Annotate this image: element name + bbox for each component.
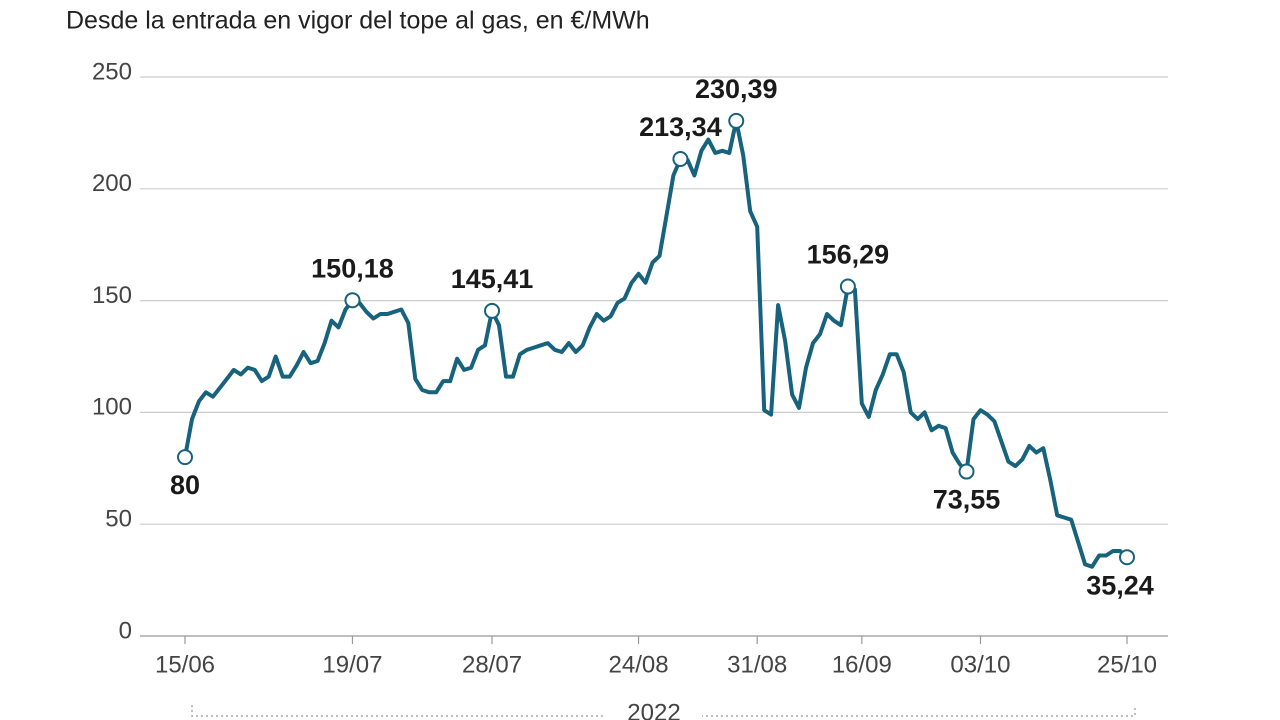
year-label: 2022 [627,699,680,720]
y-tick-label: 250 [92,58,132,85]
x-tick-label: 31/08 [727,651,787,678]
x-tick-label: 19/07 [322,651,382,678]
y-tick-label: 150 [92,282,132,309]
y-tick-label: 50 [105,506,132,533]
value-label: 145,41 [451,264,534,294]
point-marker [1119,549,1135,566]
axes: 0 50 100 150 200 250 15/06 19/07 28/07 24/08 31/08… [92,58,1157,678]
y-tick-label: 100 [92,394,132,421]
year-bracket [191,705,1136,717]
plot: 80 150,18 145,41 213,34 230,39 156,29 73,55 35,… [170,74,1154,600]
x-tick-label: 28/07 [462,651,522,678]
x-tick-label: 25/10 [1097,651,1157,678]
point-marker [728,112,745,129]
y-tick-label: 0 [119,617,132,644]
value-label: 73,55 [933,485,1001,515]
point-marker [177,449,193,466]
x-tick-label: 03/10 [950,651,1010,678]
x-tick-label: 16/09 [832,651,892,678]
x-tick-label: 24/08 [609,651,669,678]
point-marker [344,292,361,309]
point-marker [839,278,856,295]
value-label: 213,34 [639,112,722,142]
year-label-bg [606,700,702,720]
value-label: 35,24 [1086,570,1154,600]
y-tick-label: 200 [92,170,132,197]
point-marker [672,150,689,167]
value-label: 150,18 [311,253,394,283]
value-label: 156,29 [807,240,890,270]
line [183,118,1129,569]
point-marker [484,302,501,319]
point-marker [958,463,975,480]
value-label: 80 [170,470,200,500]
grid [140,76,1168,637]
chart-title: Desde la entrada en vigor del tope al ga… [66,7,650,35]
x-tick-label: 15/06 [155,651,215,678]
value-label: 230,39 [695,74,778,104]
